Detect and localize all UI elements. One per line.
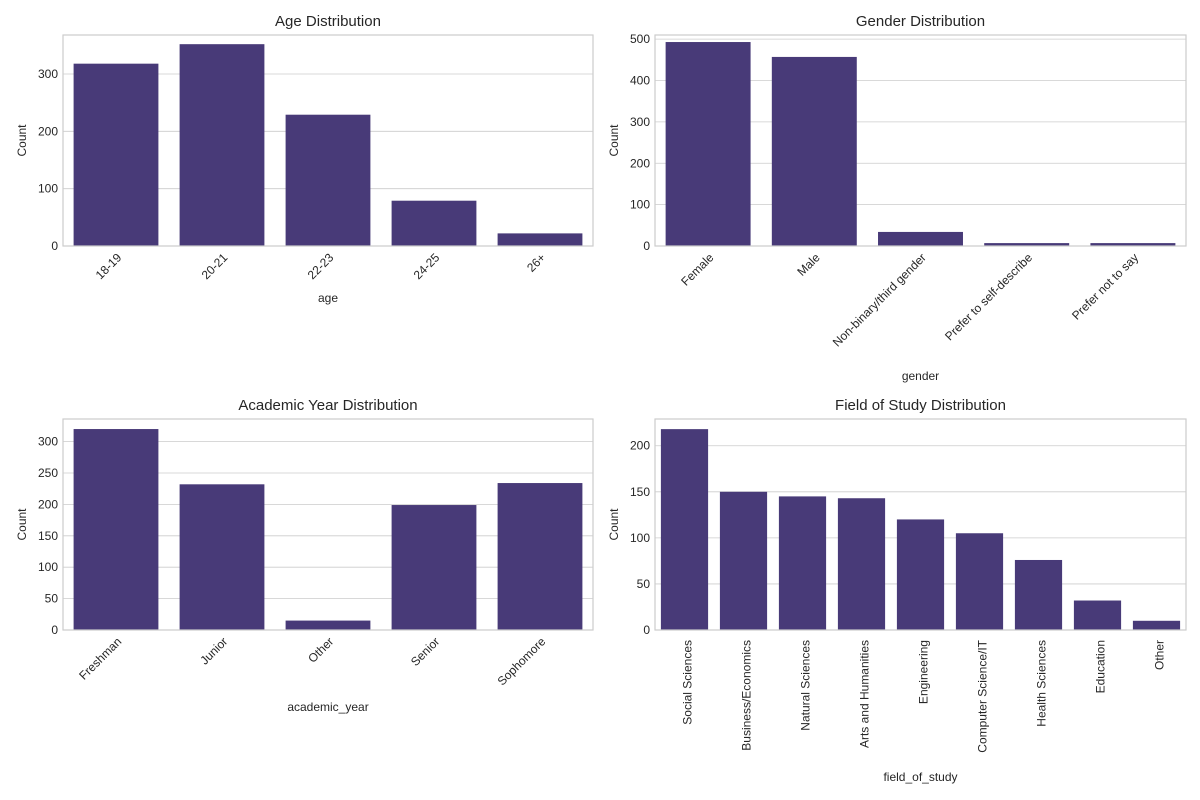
x-tick-label: Other	[305, 634, 336, 665]
bar	[778, 496, 827, 630]
y-axis-label: Count	[15, 124, 29, 157]
x-tick-label: Freshman	[76, 634, 124, 682]
x-axis-label: age	[318, 291, 338, 305]
plot-frame	[654, 418, 1187, 631]
bar	[1014, 559, 1063, 630]
x-tick-label: Business/Economics	[740, 640, 754, 751]
y-tick-label: 300	[630, 115, 650, 129]
y-tick-label: 0	[51, 623, 58, 637]
x-tick-label: Computer Science/IT	[976, 639, 990, 752]
bar	[73, 63, 159, 246]
chart-panel-field-of-study: 0 50 100 150 200 Social Sciences Business/Econ…	[607, 397, 1187, 784]
x-tick-label: Prefer to self-describe	[942, 250, 1035, 343]
y-tick-label: 150	[630, 485, 650, 499]
chart-title: Field of Study Distribution	[835, 397, 1006, 414]
chart-panel-gender: 0 100 200 300 400 500 Female Male Non-binary/thi…	[607, 13, 1187, 383]
x-tick-label: Education	[1094, 640, 1108, 693]
x-tick-label: Female	[678, 250, 716, 288]
bar	[1090, 243, 1176, 246]
x-tick-label: Male	[794, 250, 823, 279]
bar	[955, 533, 1004, 630]
y-tick-label: 0	[643, 623, 650, 637]
bar	[179, 44, 265, 246]
y-tick-label: 100	[38, 182, 58, 196]
x-tick-label: 24-25	[411, 250, 443, 282]
y-tick-label: 500	[630, 32, 650, 46]
y-tick-label: 250	[38, 466, 58, 480]
bar	[391, 200, 477, 246]
plot-frame	[62, 418, 594, 631]
y-tick-label: 200	[38, 124, 58, 138]
y-axis-label: Count	[15, 508, 29, 541]
y-axis-label: Count	[607, 508, 621, 541]
bar	[719, 491, 768, 630]
x-tick-label: Sophomore	[495, 634, 549, 688]
plot-frame	[654, 34, 1187, 247]
bar	[984, 243, 1070, 246]
chart-title: Age Distribution	[275, 13, 381, 30]
bar	[179, 484, 265, 630]
x-tick-label: Prefer not to say	[1069, 250, 1141, 322]
chart-title: Academic Year Distribution	[238, 397, 417, 414]
x-tick-label: Other	[1153, 640, 1167, 670]
x-axis-label: gender	[902, 369, 939, 383]
y-tick-label: 150	[38, 529, 58, 543]
bar	[391, 505, 477, 630]
bar	[497, 233, 583, 246]
x-tick-label: 22-23	[305, 250, 337, 282]
bar	[771, 56, 857, 246]
y-axis-label: Count	[607, 124, 621, 157]
x-tick-label: 26+	[524, 250, 548, 274]
y-tick-label: 50	[45, 592, 59, 606]
bar	[1073, 600, 1122, 630]
y-tick-label: 200	[630, 156, 650, 170]
y-tick-label: 100	[630, 531, 650, 545]
chart-title: Gender Distribution	[856, 13, 985, 30]
y-tick-label: 200	[38, 497, 58, 511]
bar	[73, 429, 159, 630]
x-tick-label: Natural Sciences	[799, 640, 813, 731]
x-axis-label: field_of_study	[883, 770, 957, 784]
bar	[285, 620, 371, 630]
bar	[896, 519, 945, 630]
bar	[665, 42, 751, 247]
x-tick-label: Arts and Humanities	[858, 640, 872, 748]
bar	[1132, 620, 1181, 630]
bar	[660, 429, 709, 630]
y-tick-label: 300	[38, 67, 58, 81]
plot-frame	[62, 34, 594, 247]
x-tick-label: 20-21	[199, 250, 231, 282]
y-tick-label: 50	[637, 577, 651, 591]
bar	[837, 498, 886, 630]
y-tick-label: 200	[630, 439, 650, 453]
y-tick-label: 100	[630, 198, 650, 212]
y-tick-label: 100	[38, 560, 58, 574]
x-tick-label: Junior	[197, 634, 230, 667]
x-tick-label: Social Sciences	[681, 640, 695, 725]
y-tick-label: 0	[643, 239, 650, 253]
bar	[285, 114, 371, 247]
x-tick-label: Senior	[408, 634, 442, 668]
x-tick-label: 18-19	[93, 250, 125, 282]
chart-panel-age: 0 100 200 300 18-19 20-21 22-23 24-25 26+ Age Dis…	[15, 13, 594, 305]
bar	[497, 483, 583, 630]
x-tick-label: Non-binary/third gender	[830, 250, 929, 349]
y-tick-label: 0	[51, 239, 58, 253]
chart-panel-academic-year: 0 50 100 150 200 250 300 Freshman Junior Other Sen…	[15, 397, 594, 714]
y-tick-label: 400	[630, 74, 650, 88]
x-axis-label: academic_year	[287, 700, 368, 714]
bar	[878, 231, 963, 246]
x-tick-label: Engineering	[917, 640, 931, 704]
x-tick-label: Health Sciences	[1035, 640, 1049, 727]
y-tick-label: 300	[38, 435, 58, 449]
